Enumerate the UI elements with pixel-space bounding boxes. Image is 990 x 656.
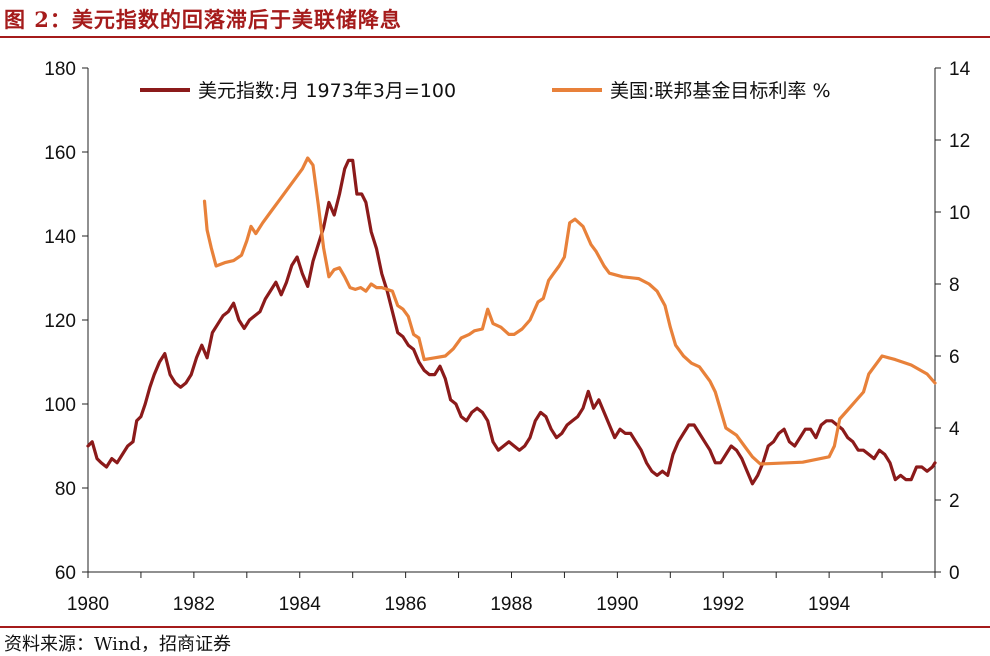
x-tick-label: 1990 <box>596 594 638 615</box>
x-tick-label: 1992 <box>702 594 744 615</box>
right-tick-label: 12 <box>949 131 970 152</box>
chart-axes <box>87 68 936 573</box>
figure-title: 图 2：美元指数的回落滞后于美联储降息 <box>4 7 402 32</box>
source-rule <box>0 626 990 628</box>
legend: 美元指数:月 1973年3月=100 美国:联邦基金目标利率 % <box>140 80 831 102</box>
right-tick-label: 14 <box>949 59 971 80</box>
x-tick-label: 1984 <box>279 594 322 615</box>
right-tick-label: 10 <box>949 203 970 224</box>
left-tick-label: 100 <box>44 395 76 416</box>
left-tick-label: 180 <box>44 59 76 80</box>
x-axis-ticks: 1980 1982 1984 1986 1988 1990 1992 1994 <box>67 572 936 615</box>
series-layer <box>86 156 937 486</box>
left-axis-ticks: 60 80 100 120 140 160 180 <box>44 59 88 584</box>
title-rule <box>0 36 990 38</box>
right-axis-ticks: 0 2 4 6 8 10 12 14 <box>935 59 971 584</box>
x-tick-label: 1994 <box>808 594 851 615</box>
series-line-fed-rate <box>202 156 937 466</box>
right-tick-label: 6 <box>949 347 960 368</box>
left-tick-label: 80 <box>55 479 76 500</box>
left-tick-label: 160 <box>44 143 76 164</box>
source-note: 资料来源：Wind，招商证券 <box>4 634 232 655</box>
series-line-dollar-index <box>86 158 937 486</box>
right-tick-label: 4 <box>949 419 960 440</box>
left-tick-label: 140 <box>44 227 76 248</box>
right-tick-label: 0 <box>949 563 960 584</box>
legend-label-fed-rate: 美国:联邦基金目标利率 % <box>610 80 831 102</box>
x-tick-label: 1986 <box>384 594 426 615</box>
right-tick-label: 2 <box>949 491 960 512</box>
left-tick-label: 120 <box>44 311 76 332</box>
x-tick-label: 1982 <box>173 594 215 615</box>
right-tick-label: 8 <box>949 275 960 296</box>
legend-label-dollar-index: 美元指数:月 1973年3月=100 <box>198 80 456 102</box>
left-tick-label: 60 <box>55 563 76 584</box>
x-tick-label: 1988 <box>490 594 532 615</box>
x-tick-label: 1980 <box>67 594 109 615</box>
